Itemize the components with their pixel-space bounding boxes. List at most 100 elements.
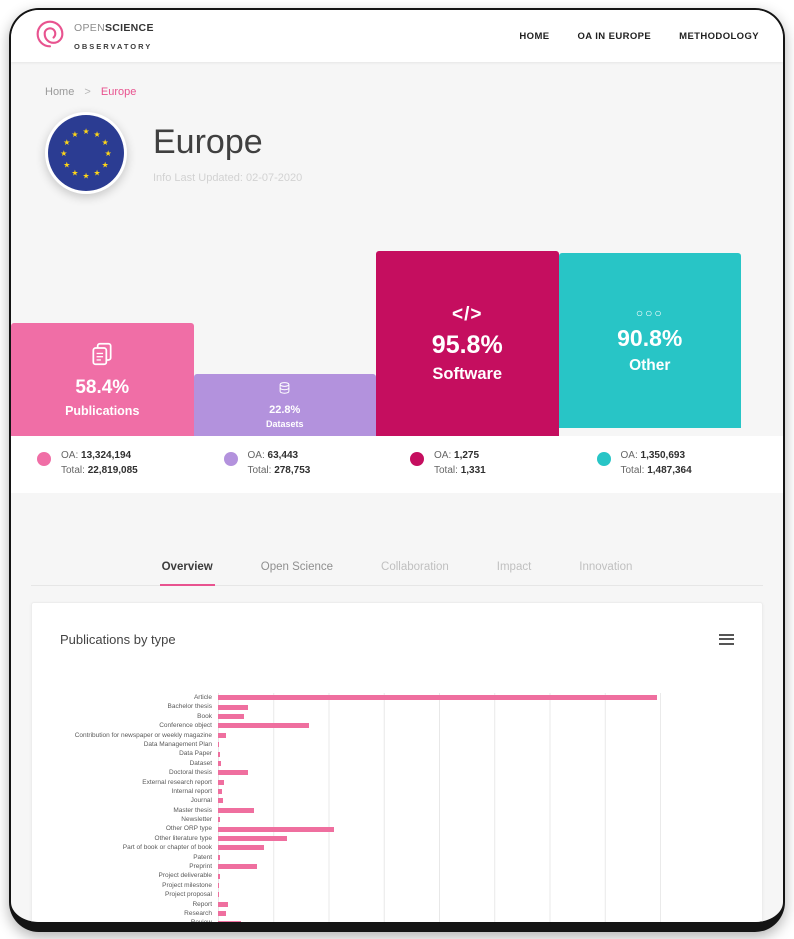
publications-icon	[89, 341, 115, 372]
top-nav-links: HOME OA IN EUROPE METHODOLOGY	[519, 31, 759, 42]
chart-bar[interactable]	[218, 798, 223, 804]
brand-word-open: OPEN	[74, 21, 105, 34]
legend-dot-publications	[37, 452, 51, 466]
chart-bar[interactable]	[218, 732, 227, 738]
tab-impact[interactable]: Impact	[496, 561, 532, 573]
chart-row: Project proposal	[60, 890, 734, 900]
chart-bar-track	[218, 805, 661, 816]
chart-bar[interactable]	[218, 742, 220, 748]
nav-home[interactable]: HOME	[519, 30, 550, 42]
chart-category-label: Contribution for newspaper or weekly mag…	[74, 731, 212, 739]
chart-bar-track	[218, 739, 661, 750]
breadcrumb-home-link[interactable]: Home	[45, 86, 75, 98]
svg-text:★: ★	[105, 149, 112, 158]
tab-collaboration[interactable]: Collaboration	[381, 561, 449, 573]
chart-bar[interactable]	[218, 845, 264, 851]
publications-percent: 58.4%	[75, 377, 130, 398]
legend-dot-other	[596, 452, 611, 466]
svg-text:★: ★	[82, 171, 89, 180]
chart-bar[interactable]	[218, 854, 220, 860]
chart-bar[interactable]	[218, 836, 288, 842]
chart-bar[interactable]	[218, 751, 220, 757]
legend-item-publications: OA: 13,324,194 Total: 22,819,085	[37, 449, 224, 478]
datasets-percent: 22.8%	[269, 404, 301, 416]
chart-category-label: Internal report	[171, 787, 212, 795]
chart-row: Report	[60, 899, 734, 909]
software-label: Software	[432, 364, 503, 383]
chart-bar[interactable]	[218, 760, 221, 766]
chart-category-label: Dataset	[189, 759, 212, 767]
stat-card-publications: 58.4% Publications	[11, 323, 194, 436]
chart-bar-track	[218, 711, 661, 722]
total-label: Total:	[247, 464, 272, 476]
chart-bar[interactable]	[218, 873, 221, 879]
chart-category-label: Part of book or chapter of book	[122, 844, 212, 852]
chart-menu-icon[interactable]	[719, 629, 734, 649]
chart-row: Bachelor thesis	[60, 702, 734, 712]
chart-bar[interactable]	[218, 826, 335, 832]
svg-text:★: ★	[71, 130, 78, 139]
chart-category-label: Master thesis	[173, 806, 212, 814]
stat-cards-row: 58.4% Publications 22.8% Datasets </> 95…	[11, 251, 783, 436]
chart-bar[interactable]	[218, 713, 245, 719]
chart-bar[interactable]	[218, 695, 658, 701]
chart-bar-track	[218, 899, 661, 909]
chart-bar-track	[218, 871, 661, 881]
chart-row: Preprint	[60, 862, 734, 872]
chart-bar[interactable]	[218, 789, 223, 795]
chart-bar[interactable]	[218, 817, 220, 823]
chart-bar[interactable]	[218, 892, 220, 898]
nav-oa-in-europe[interactable]: OA IN EUROPE	[577, 30, 652, 42]
chart-category-label: Research	[184, 909, 212, 917]
chart-bar-track	[218, 749, 661, 759]
svg-text:★: ★	[60, 149, 67, 158]
chart-row: Patent	[60, 852, 734, 863]
total-value: 1,331	[460, 464, 486, 476]
chart-bar-track	[218, 862, 661, 872]
chart-category-label: Data Paper	[179, 750, 212, 758]
tab-open-science[interactable]: Open Science	[260, 561, 334, 573]
top-navbar: OPENSCIENCE OBSERVATORY HOME OA IN EUROP…	[11, 10, 783, 62]
brand-logo[interactable]: OPENSCIENCE OBSERVATORY	[35, 18, 154, 55]
chart-bar[interactable]	[218, 883, 220, 888]
last-updated-text: Info Last Updated: 02-07-2020	[153, 171, 303, 184]
nav-methodology[interactable]: METHODOLOGY	[679, 30, 759, 42]
chart-bar[interactable]	[218, 704, 249, 710]
chart-bar[interactable]	[218, 911, 227, 917]
brand-text: OPENSCIENCE OBSERVATORY	[74, 18, 154, 55]
chart-category-label: Conference object	[159, 722, 212, 730]
chart-bar[interactable]	[218, 807, 254, 813]
tab-innovation[interactable]: Innovation	[579, 561, 633, 573]
chart-bar-track	[218, 721, 661, 731]
chart-bar[interactable]	[218, 779, 225, 785]
tab-overview[interactable]: Overview	[159, 555, 215, 586]
chart-category-label: Doctoral thesis	[169, 769, 212, 777]
chart-row: Part of book or chapter of book	[60, 843, 734, 853]
oa-value: 13,324,194	[81, 450, 132, 461]
svg-text:★: ★	[102, 138, 109, 147]
chart-bar[interactable]	[218, 901, 228, 907]
breadcrumb: Home > Europe	[11, 62, 783, 98]
chart-bar[interactable]	[218, 864, 257, 870]
chart-bar[interactable]	[218, 920, 242, 922]
oa-value: 63,443	[267, 450, 299, 461]
chart-bar-track	[218, 908, 661, 919]
brand-word-science: SCIENCE	[104, 21, 154, 34]
chart-row: Internal report	[60, 786, 734, 797]
chart-bar[interactable]	[218, 723, 310, 729]
other-circles-icon: ○○○	[635, 306, 664, 320]
chart-row: Contribution for newspaper or weekly mag…	[60, 730, 734, 740]
legend-dot-datasets	[223, 452, 238, 466]
total-value: 22,819,085	[87, 464, 138, 476]
chart-row: Data Paper	[60, 749, 734, 759]
chart-row: Review	[60, 918, 734, 922]
chart-bar-track	[218, 786, 661, 797]
oa-label: OA:	[434, 450, 452, 461]
chart-category-label: Book	[197, 712, 212, 720]
chart-row: Research	[60, 908, 734, 919]
total-value: 1,487,364	[647, 464, 692, 476]
svg-text:★: ★	[102, 160, 109, 169]
chart-bar[interactable]	[218, 770, 249, 776]
device-frame: OPENSCIENCE OBSERVATORY HOME OA IN EUROP…	[9, 8, 785, 932]
oa-label: OA:	[247, 450, 265, 461]
